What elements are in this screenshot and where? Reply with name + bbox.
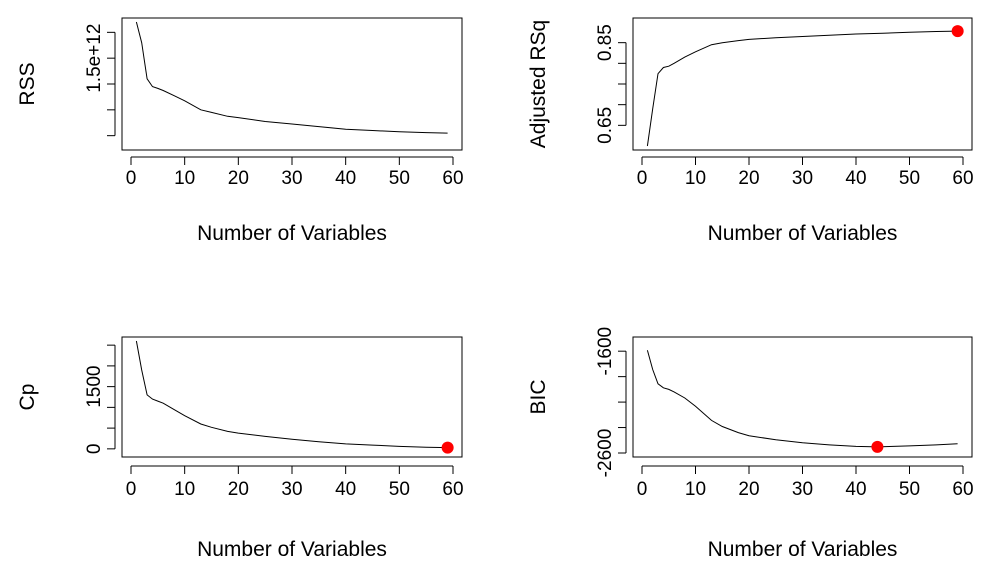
panel-bic: 0 10 20 30 40 50 60 -2600 -1600 Number of Variabl… — [527, 327, 974, 561]
x-axis-title: Number of Variables — [197, 222, 387, 245]
y-axis-title: RSS — [16, 62, 39, 105]
x-tick-label: 20 — [228, 479, 249, 500]
optimum-point — [871, 440, 884, 453]
x-tick-label: 30 — [792, 479, 813, 500]
y-axis-title: Adjusted RSq — [527, 20, 550, 148]
x-tick-label: 60 — [952, 168, 973, 189]
x-tick-label: 30 — [281, 479, 302, 500]
x-tick-label: 0 — [126, 479, 137, 500]
panel-adjusted-rsq: 0 10 20 30 40 50 60 0.65 0.85 Number of Variables… — [527, 17, 974, 245]
x-axis: 0 10 20 30 40 50 60 — [126, 465, 464, 500]
plot-frame — [121, 17, 463, 151]
y-axis: 0 1500 — [84, 344, 116, 455]
x-axis: 0 10 20 30 40 50 60 — [637, 156, 974, 189]
y-axis: -2600 -1600 — [595, 327, 627, 478]
x-axis: 0 10 20 30 40 50 60 — [637, 465, 974, 500]
x-tick-label: 10 — [685, 479, 706, 500]
series-line — [646, 350, 958, 448]
y-tick-label: -2600 — [595, 429, 616, 478]
x-tick-label: 50 — [899, 479, 920, 500]
x-axis-title: Number of Variables — [197, 538, 387, 561]
x-tick-label: 40 — [335, 479, 356, 500]
x-tick-label: 20 — [738, 168, 759, 189]
y-axis-title: BIC — [527, 379, 550, 414]
x-tick-label: 0 — [637, 168, 648, 189]
plot-frame — [632, 17, 973, 151]
panel-cp: 0 10 20 30 40 50 60 0 1500 Number of Variables Cp — [16, 336, 464, 561]
x-tick-label: 60 — [442, 479, 463, 500]
series-line — [646, 30, 958, 147]
y-tick-label: 0.65 — [595, 107, 616, 144]
plot-frame — [121, 336, 463, 458]
x-tick-label: 10 — [174, 479, 195, 500]
y-tick-label: 1500 — [84, 365, 105, 407]
y-tick-label: -1600 — [595, 327, 616, 376]
panel-rss: 0 10 20 30 40 50 60 1.5e+12 Number of Variables R… — [16, 17, 464, 245]
x-axis: 0 10 20 30 40 50 60 — [126, 156, 464, 189]
y-tick-label: 0 — [84, 444, 105, 455]
plot-frame — [632, 336, 973, 458]
x-tick-label: 20 — [228, 168, 249, 189]
x-tick-label: 50 — [899, 168, 920, 189]
x-tick-label: 30 — [281, 168, 302, 189]
x-axis-title: Number of Variables — [708, 222, 898, 245]
y-axis-title: Cp — [16, 384, 39, 411]
optimum-point — [951, 25, 964, 38]
optimum-point — [441, 441, 454, 454]
y-axis: 0.65 0.85 — [595, 24, 627, 144]
x-tick-label: 0 — [126, 168, 137, 189]
x-tick-label: 0 — [637, 479, 648, 500]
x-tick-label: 20 — [738, 479, 759, 500]
x-tick-label: 60 — [442, 168, 463, 189]
x-tick-label: 40 — [335, 168, 356, 189]
series-line — [135, 21, 448, 134]
x-tick-label: 40 — [845, 168, 866, 189]
x-tick-label: 50 — [389, 479, 410, 500]
x-tick-label: 10 — [174, 168, 195, 189]
series-line — [135, 340, 448, 449]
y-tick-label: 0.85 — [595, 24, 616, 61]
x-tick-label: 60 — [952, 479, 973, 500]
y-axis: 1.5e+12 — [84, 24, 116, 137]
y-tick-label: 1.5e+12 — [84, 24, 105, 93]
x-tick-label: 50 — [389, 168, 410, 189]
x-tick-label: 30 — [792, 168, 813, 189]
x-tick-label: 40 — [845, 479, 866, 500]
x-tick-label: 10 — [685, 168, 706, 189]
x-axis-title: Number of Variables — [708, 538, 898, 561]
